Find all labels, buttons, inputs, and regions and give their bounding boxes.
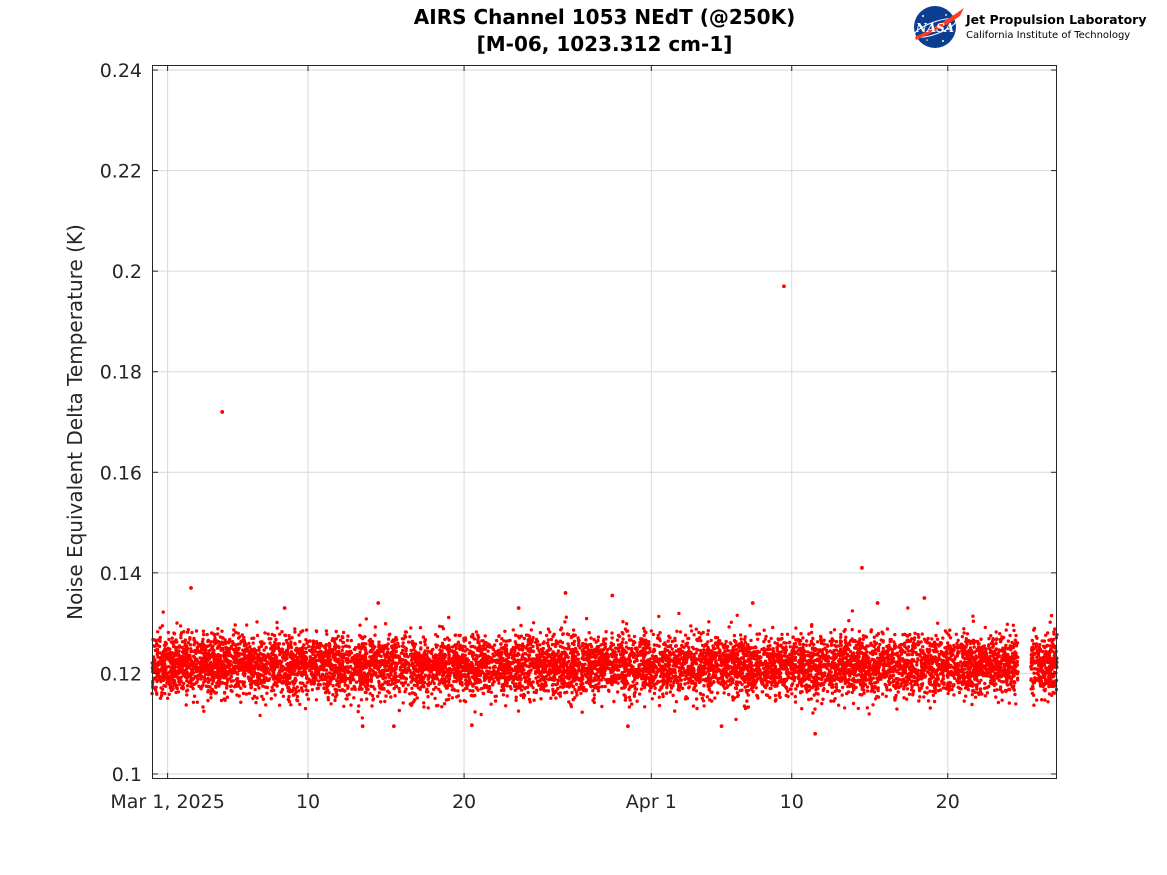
data-point	[391, 724, 396, 729]
y-tick-label: 0.24	[100, 60, 142, 82]
data-point	[719, 724, 724, 729]
data-points	[150, 284, 1059, 736]
data-point-cloud	[150, 606, 1059, 722]
data-point	[360, 724, 365, 729]
chart-subtitle-line: [M-06, 1023.312 cm-1]	[476, 32, 733, 56]
y-tick-label: 0.16	[100, 462, 142, 484]
data-point	[516, 606, 521, 610]
data-point	[282, 606, 287, 610]
data-point	[750, 601, 755, 605]
x-tick-label: 10	[780, 791, 804, 813]
chart-title: AIRS Channel 1053 NEdT (@250K) [M-06, 10…	[152, 4, 1057, 58]
y-axis-label: Noise Equivalent Delta Temperature (K)	[63, 224, 87, 620]
x-tick-label: 20	[936, 791, 960, 813]
x-tick-label: 20	[452, 791, 476, 813]
y-tick-label: 0.18	[100, 362, 142, 384]
caltech-name: California Institute of Technology	[966, 30, 1130, 41]
y-tick-label: 0.14	[100, 563, 142, 585]
data-point	[610, 593, 615, 598]
data-point	[922, 596, 927, 600]
data-point	[220, 410, 225, 414]
data-point	[813, 731, 818, 736]
y-tick-label: 0.2	[112, 261, 142, 283]
tick-labels: 0.1 0.12 0.14 0.16 0.18 0.2 0.22 0.24 Mar 1, 202…	[100, 60, 960, 813]
chart-title-line: AIRS Channel 1053 NEdT (@250K)	[413, 5, 796, 29]
y-tick-label: 0.12	[100, 663, 142, 685]
data-point	[469, 723, 474, 728]
data-point	[376, 601, 381, 605]
y-tick-label: 0.1	[112, 764, 142, 786]
x-tick-label: Apr 1	[626, 791, 677, 813]
jpl-nasa-logo: NASA Jet Propulsion Laboratory Californi…	[913, 6, 1146, 48]
plot-frame	[152, 65, 1057, 779]
x-tick-label: 10	[296, 791, 320, 813]
data-point	[860, 565, 864, 570]
data-point	[626, 724, 630, 729]
data-point	[563, 591, 568, 595]
nasa-meatball-icon: NASA	[913, 6, 964, 48]
y-tick-label: 0.22	[100, 161, 142, 183]
nasa-text: NASA	[915, 21, 954, 35]
tick-marks	[152, 65, 1057, 779]
x-tick-label: Mar 1, 2025	[110, 791, 224, 813]
jpl-name: Jet Propulsion Laboratory	[965, 12, 1146, 27]
data-point	[875, 601, 880, 605]
data-point	[782, 284, 786, 289]
data-point	[189, 586, 193, 590]
